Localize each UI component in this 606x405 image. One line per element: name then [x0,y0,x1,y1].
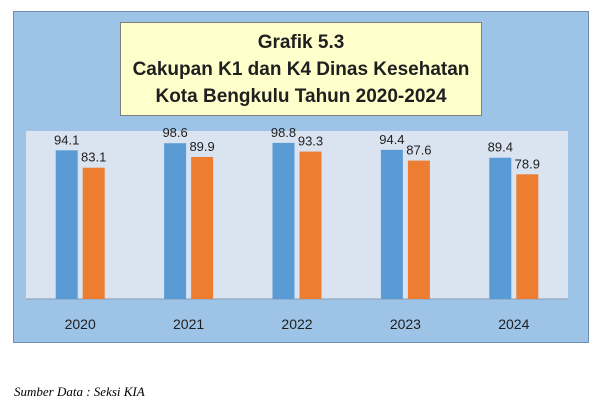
chart-title-line-1: Grafik 5.3 [257,31,345,53]
bar-series-1-2021 [164,143,187,299]
data-label-series-2-2022: 93.3 [298,134,323,149]
chart-title-line-2: Cakupan K1 dan K4 Dinas Kesehatan [132,58,470,80]
data-label-series-1-2022: 98.8 [271,125,296,140]
chart-title-line-3: Kota Bengkulu Tahun 2020-2024 [155,85,447,107]
chart-title-box: Grafik 5.3 Cakupan K1 dan K4 Dinas Keseh… [120,22,482,116]
plot-area [26,131,568,299]
bar-series-2-2022 [299,151,322,299]
x-tick-label-2023: 2023 [390,316,421,332]
bar-series-1-2020 [55,150,78,299]
data-label-series-1-2021: 98.6 [162,125,187,140]
x-tick-label-2024: 2024 [498,316,529,332]
x-tick-label-2020: 2020 [65,316,96,332]
data-label-series-1-2020: 94.1 [54,132,79,147]
bar-series-2-2021 [191,156,214,299]
source-note: Sumber Data : Seksi KIA [14,384,145,399]
data-label-series-1-2023: 94.4 [379,132,404,147]
data-label-series-2-2024: 78.9 [515,156,540,171]
data-label-series-2-2021: 89.9 [189,139,214,154]
bar-series-2-2023 [407,160,430,299]
bar-series-1-2024 [489,157,512,299]
bar-series-2-2020 [82,167,105,299]
bar-series-1-2022 [272,142,295,299]
data-label-series-2-2020: 83.1 [81,150,106,165]
data-label-series-2-2023: 87.6 [406,143,431,158]
x-tick-label-2021: 2021 [173,316,204,332]
data-label-series-1-2024: 89.4 [488,140,513,155]
bar-series-1-2023 [380,149,403,299]
bar-series-2-2024 [516,174,539,299]
x-tick-label-2022: 2022 [281,316,312,332]
